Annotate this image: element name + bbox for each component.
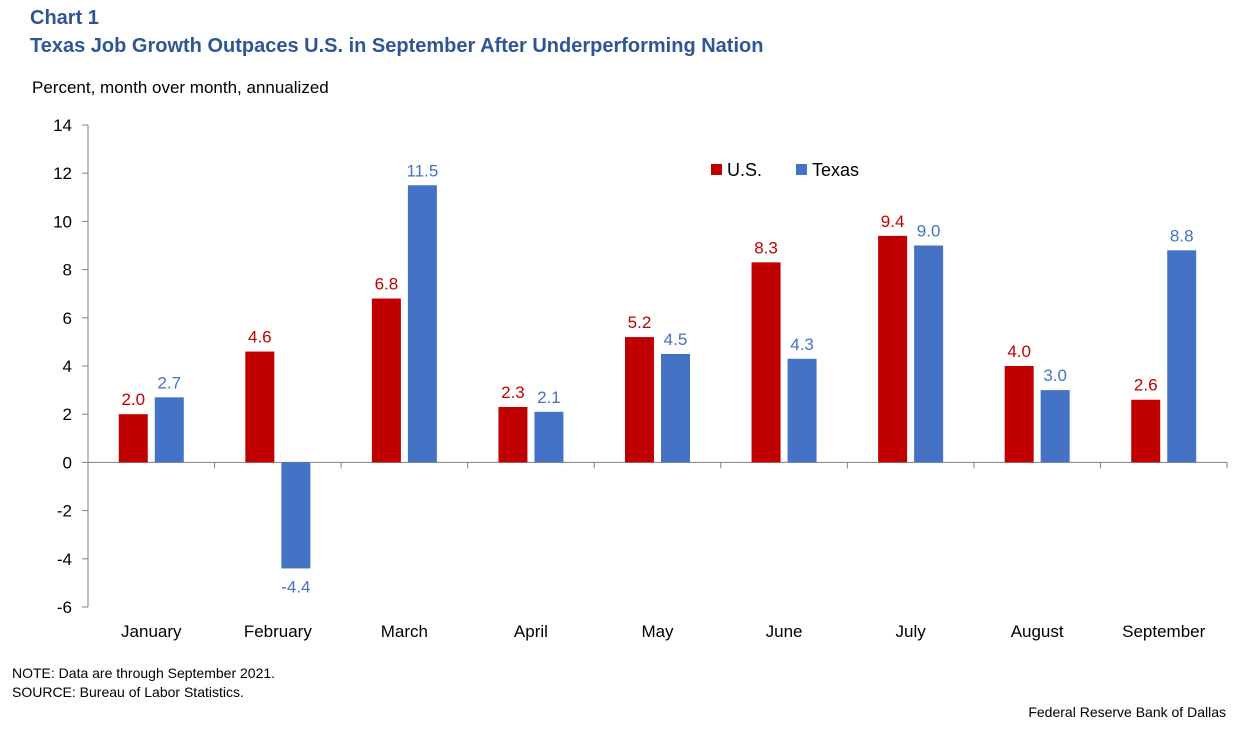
bar-us xyxy=(1004,366,1034,463)
y-axis-unit-label: Percent, month over month, annualized xyxy=(32,78,329,97)
legend-swatch-us xyxy=(711,164,722,175)
x-tick-label: February xyxy=(244,622,313,641)
y-tick-label: 10 xyxy=(53,212,72,231)
note-text: NOTE: Data are through September 2021. xyxy=(12,665,276,681)
data-label-texas: 2.7 xyxy=(157,373,181,392)
bar-us xyxy=(371,298,401,463)
data-label-us: 9.4 xyxy=(881,212,905,231)
y-tick-label: 14 xyxy=(53,116,72,135)
data-label-texas: -4.4 xyxy=(281,577,310,596)
bar-texas xyxy=(787,358,817,463)
data-label-us: 4.6 xyxy=(248,328,272,347)
data-label-texas: 8.8 xyxy=(1170,226,1194,245)
data-label-us: 8.3 xyxy=(754,238,778,257)
x-tick-label: April xyxy=(514,622,548,641)
chart-bars xyxy=(118,185,1197,569)
bar-us xyxy=(118,414,148,463)
bar-texas xyxy=(407,185,437,463)
chart-data-labels: 2.0 2.7 4.6 -4.4 6.8 11.5 2.3 2.1 5.2 4.5 8.3 4.3 9.… xyxy=(121,161,1193,596)
data-label-us: 2.3 xyxy=(501,383,525,402)
bar-us xyxy=(498,406,528,463)
chart-legend: U.S. Texas xyxy=(711,160,859,180)
y-tick-label: 6 xyxy=(63,309,72,328)
x-tick-label: July xyxy=(895,622,926,641)
bar-texas xyxy=(1040,390,1070,463)
data-label-us: 5.2 xyxy=(628,313,652,332)
y-tick-label: -6 xyxy=(57,598,72,617)
chart-axes: 14 12 10 8 6 4 2 0 -2 -4 -6 January February March Apr… xyxy=(53,116,1228,641)
data-label-texas: 2.1 xyxy=(537,388,561,407)
data-label-texas: 3.0 xyxy=(1043,366,1067,385)
data-label-texas: 11.5 xyxy=(406,161,438,180)
bar-texas xyxy=(914,245,944,463)
y-tick-label: -2 xyxy=(57,502,72,521)
legend-label-us: U.S. xyxy=(727,160,762,180)
data-label-texas: 4.5 xyxy=(664,330,688,349)
bar-texas xyxy=(661,353,690,463)
credit-text: Federal Reserve Bank of Dallas xyxy=(1028,704,1226,720)
data-label-us: 2.0 xyxy=(121,390,145,409)
bar-texas xyxy=(1167,250,1197,463)
legend-label-texas: Texas xyxy=(812,160,859,180)
x-tick-label: August xyxy=(1011,622,1064,641)
x-tick-label: March xyxy=(381,622,428,641)
bar-us xyxy=(625,337,654,463)
chart-number: Chart 1 xyxy=(30,7,99,29)
y-tick-label: 0 xyxy=(63,453,72,472)
y-tick-label: -4 xyxy=(57,550,72,569)
x-tick-label: June xyxy=(766,622,803,641)
data-label-us: 6.8 xyxy=(375,275,399,294)
bar-us xyxy=(878,235,908,463)
data-label-us: 4.0 xyxy=(1007,342,1031,361)
legend-swatch-texas xyxy=(796,164,807,175)
data-label-texas: 9.0 xyxy=(917,222,941,241)
y-tick-label: 4 xyxy=(63,357,72,376)
y-tick-label: 8 xyxy=(63,261,72,280)
y-tick-label: 2 xyxy=(63,405,72,424)
x-tick-label: May xyxy=(641,622,674,641)
bar-texas xyxy=(534,411,564,463)
bar-texas xyxy=(281,462,311,569)
chart-title: Texas Job Growth Outpaces U.S. in Septem… xyxy=(30,35,764,57)
x-tick-label: January xyxy=(121,622,182,641)
bar-texas xyxy=(154,397,184,463)
data-label-texas: 4.3 xyxy=(790,335,814,354)
bar-us xyxy=(751,262,781,463)
source-text: SOURCE: Bureau of Labor Statistics. xyxy=(12,684,244,700)
bar-us xyxy=(1131,399,1161,463)
y-tick-label: 12 xyxy=(53,164,72,183)
x-tick-label: September xyxy=(1122,622,1205,641)
data-label-us: 2.6 xyxy=(1134,376,1158,395)
bar-us xyxy=(245,351,275,463)
